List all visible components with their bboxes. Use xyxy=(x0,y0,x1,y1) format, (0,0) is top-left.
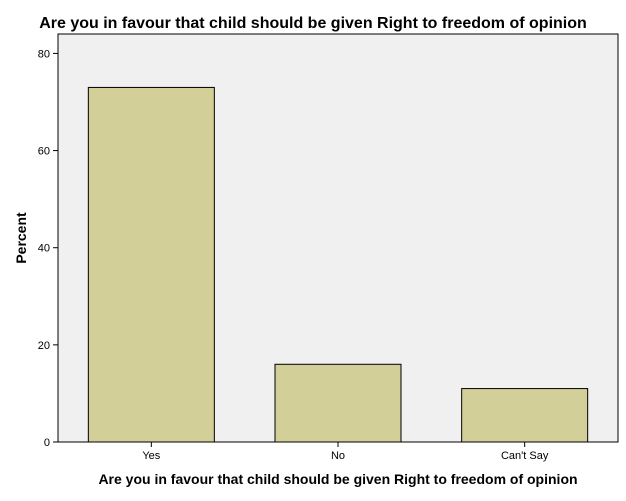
bar-can-t-say xyxy=(461,388,589,443)
y-tick-label: 20 xyxy=(38,340,50,352)
bar-yes xyxy=(87,86,215,443)
bar-no xyxy=(274,363,402,443)
x-axis-title: Are you in favour that child should be g… xyxy=(98,471,577,487)
x-tick-label: Can't Say xyxy=(501,450,549,462)
y-axis: 0 20 40 60 80 xyxy=(38,48,58,449)
y-tick-label: 60 xyxy=(38,146,50,158)
y-axis-title: Percent xyxy=(13,212,29,264)
x-tick-label: No xyxy=(331,450,345,462)
x-tick-label: Yes xyxy=(142,450,160,462)
y-tick-label: 40 xyxy=(38,243,50,255)
bars xyxy=(87,86,589,443)
y-tick-label: 80 xyxy=(38,48,50,60)
x-axis: Yes No Can't Say xyxy=(142,442,549,462)
chart-title: Are you in favour that child should be g… xyxy=(39,15,587,32)
y-tick-label: 0 xyxy=(44,437,50,449)
